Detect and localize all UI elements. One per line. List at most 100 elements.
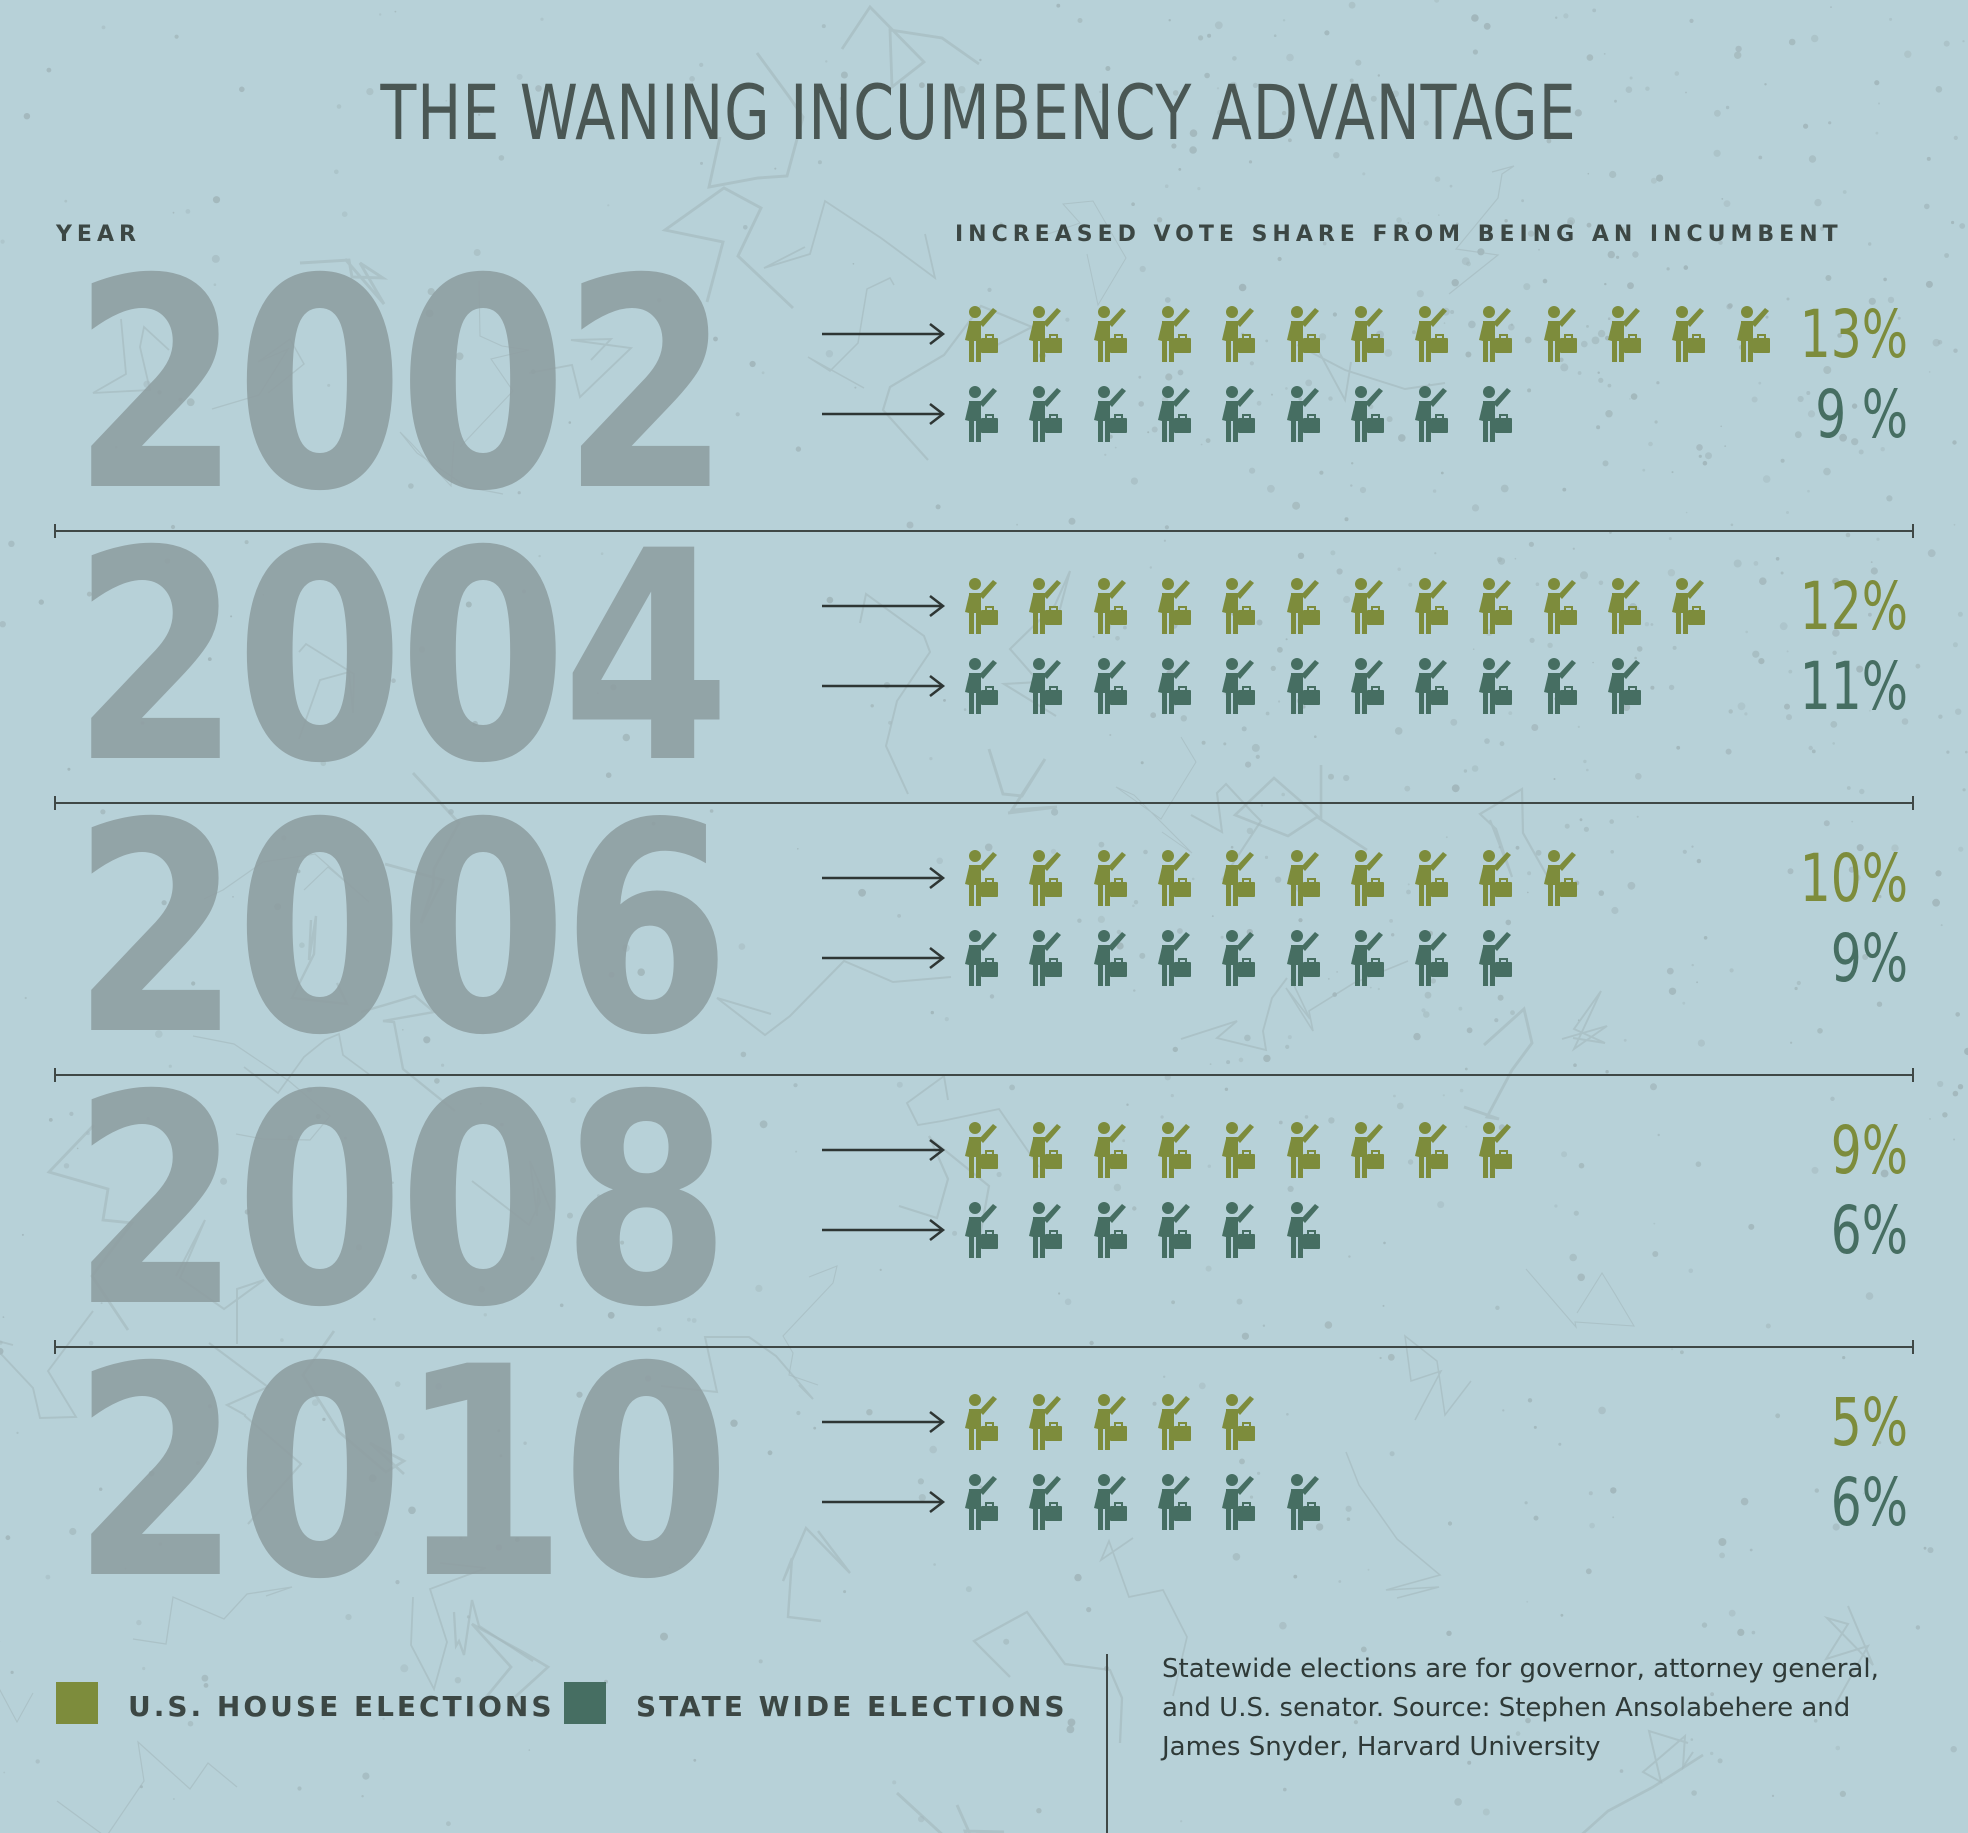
arrow-icon bbox=[822, 403, 946, 425]
house-icon-group bbox=[960, 846, 1800, 910]
incumbent-icon-house-13 bbox=[1736, 306, 1770, 362]
arrow-icon bbox=[822, 1411, 946, 1433]
year-label: 2010 bbox=[72, 1306, 731, 1643]
incumbent-icon-statewide-2 bbox=[1029, 658, 1063, 714]
arrow-icon bbox=[822, 1491, 946, 1513]
incumbent-icon-statewide-1 bbox=[965, 658, 998, 714]
legend-swatch-statewide bbox=[564, 1682, 606, 1724]
statewide-row: 9 % bbox=[0, 376, 1968, 453]
incumbent-icon-house-4 bbox=[1157, 1122, 1191, 1178]
incumbent-icon-house-5 bbox=[1222, 850, 1256, 906]
incumbent-icon-house-2 bbox=[1029, 1122, 1063, 1178]
house-percent-label: 13% bbox=[1799, 296, 1908, 373]
legend-swatch-house bbox=[56, 1682, 98, 1724]
incumbent-icon-statewide-4 bbox=[1157, 1202, 1191, 1258]
incumbent-icon-house-11 bbox=[1608, 578, 1641, 634]
legend-label-house: U.S. HOUSE ELECTIONS bbox=[128, 1690, 555, 1723]
year-section: 2004 12% 11% bbox=[0, 514, 1968, 804]
incumbent-icon-statewide-4 bbox=[1157, 930, 1191, 986]
incumbent-icon-statewide-2 bbox=[1029, 1202, 1063, 1258]
arrow-icon bbox=[822, 323, 946, 345]
incumbent-icon-statewide-3 bbox=[1093, 930, 1127, 986]
incumbent-icon-house-5 bbox=[1222, 578, 1256, 634]
incumbent-icon-house-3 bbox=[1093, 850, 1127, 906]
section-divider bbox=[54, 524, 1914, 538]
incumbent-icon-statewide-2 bbox=[1029, 930, 1063, 986]
statewide-icon-group bbox=[960, 1470, 1800, 1534]
incumbent-icon-statewide-4 bbox=[1157, 1474, 1191, 1530]
arrow-icon bbox=[822, 947, 946, 969]
source-note: Statewide elections are for governor, at… bbox=[1162, 1654, 1879, 1762]
incumbent-icon-house-2 bbox=[1029, 578, 1063, 634]
year-label: 2002 bbox=[72, 218, 731, 555]
incumbent-icon-house-9 bbox=[1479, 850, 1513, 906]
house-row: 9% bbox=[0, 1112, 1968, 1189]
incumbent-icon-house-5 bbox=[1222, 1394, 1256, 1450]
incumbent-icon-statewide-5 bbox=[1222, 658, 1256, 714]
incumbent-icon-statewide-4 bbox=[1157, 658, 1191, 714]
incumbent-icon-house-10 bbox=[1543, 306, 1577, 362]
vote-share-column-header: INCREASED VOTE SHARE FROM BEING AN INCUM… bbox=[955, 222, 1843, 247]
incumbent-icon-house-3 bbox=[1093, 306, 1127, 362]
year-section: 2002 13% 9 % bbox=[0, 242, 1968, 532]
year-section: 2006 10% 9% bbox=[0, 786, 1968, 1076]
incumbent-icon-house-4 bbox=[1157, 850, 1191, 906]
incumbent-icon-house-6 bbox=[1286, 306, 1320, 362]
incumbent-icon-house-1 bbox=[965, 1394, 998, 1450]
house-percent-label: 5% bbox=[1830, 1384, 1908, 1461]
incumbent-icon-statewide-7 bbox=[1350, 930, 1384, 986]
year-section: 2010 5% 6% bbox=[0, 1330, 1968, 1620]
incumbent-icon-house-9 bbox=[1479, 578, 1513, 634]
house-percent-label: 9% bbox=[1830, 1112, 1908, 1189]
year-label: 2004 bbox=[72, 490, 731, 827]
arrow-icon bbox=[822, 1219, 946, 1241]
incumbent-icon-house-8 bbox=[1415, 850, 1449, 906]
statewide-icon-group bbox=[960, 1198, 1800, 1262]
incumbent-icon-statewide-8 bbox=[1415, 386, 1449, 442]
house-icon-group bbox=[960, 302, 1800, 366]
incumbent-icon-house-8 bbox=[1415, 578, 1449, 634]
incumbent-icon-house-7 bbox=[1350, 1122, 1384, 1178]
arrow-icon bbox=[822, 675, 946, 697]
incumbent-icon-house-4 bbox=[1157, 578, 1191, 634]
incumbent-icon-statewide-10 bbox=[1543, 658, 1577, 714]
incumbent-icon-statewide-1 bbox=[965, 930, 998, 986]
incumbent-icon-statewide-3 bbox=[1093, 386, 1127, 442]
incumbent-icon-house-12 bbox=[1672, 306, 1706, 362]
statewide-percent-label: 11% bbox=[1799, 648, 1908, 725]
incumbent-icon-house-1 bbox=[965, 306, 998, 362]
statewide-icon-group bbox=[960, 654, 1800, 718]
arrow-icon bbox=[822, 595, 946, 617]
incumbent-icon-house-12 bbox=[1672, 578, 1706, 634]
house-percent-label: 12% bbox=[1799, 568, 1908, 645]
house-row: 10% bbox=[0, 846, 1968, 912]
section-divider bbox=[54, 1340, 1914, 1354]
section-divider bbox=[54, 796, 1914, 810]
house-icon-group bbox=[960, 1390, 1800, 1454]
legend-label-statewide: STATE WIDE ELECTIONS bbox=[636, 1690, 1068, 1723]
incumbent-icon-statewide-3 bbox=[1093, 658, 1127, 714]
statewide-icon-group bbox=[960, 926, 1800, 990]
incumbent-icon-statewide-6 bbox=[1286, 386, 1320, 442]
incumbent-icon-house-6 bbox=[1286, 578, 1320, 634]
incumbent-icon-statewide-11 bbox=[1608, 658, 1641, 714]
arrow-icon bbox=[822, 867, 946, 889]
statewide-percent-label: 6% bbox=[1830, 1192, 1908, 1269]
incumbent-icon-house-5 bbox=[1222, 1122, 1256, 1178]
incumbent-icon-house-2 bbox=[1029, 1394, 1063, 1450]
incumbent-icon-statewide-1 bbox=[965, 1474, 998, 1530]
statewide-row: 11% bbox=[0, 648, 1968, 725]
year-label: 2006 bbox=[72, 762, 731, 1099]
incumbent-icon-statewide-8 bbox=[1415, 658, 1449, 714]
incumbent-icon-house-1 bbox=[965, 1122, 998, 1178]
statewide-row: 6% bbox=[0, 1192, 1968, 1269]
incumbent-icon-house-2 bbox=[1029, 850, 1063, 906]
statewide-percent-label: 9 % bbox=[1815, 376, 1908, 453]
incumbent-icon-house-11 bbox=[1608, 306, 1641, 362]
incumbent-icon-statewide-7 bbox=[1350, 658, 1384, 714]
incumbent-icon-statewide-5 bbox=[1222, 1202, 1256, 1258]
house-row: 13% bbox=[0, 296, 1968, 373]
incumbent-icon-house-4 bbox=[1157, 1394, 1191, 1450]
incumbent-icon-statewide-9 bbox=[1479, 930, 1513, 986]
incumbent-icon-statewide-2 bbox=[1029, 386, 1063, 442]
